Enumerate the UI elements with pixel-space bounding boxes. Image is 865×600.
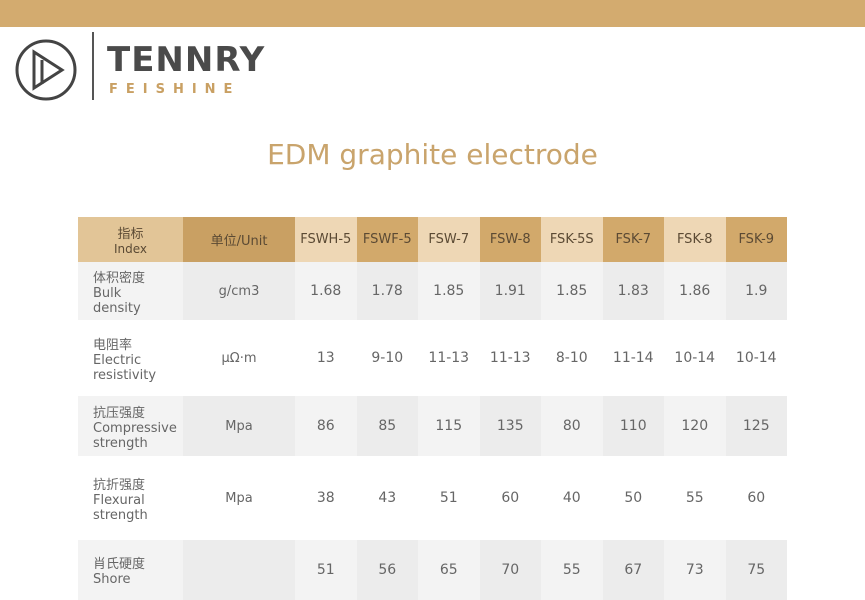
label-en: Bulk density xyxy=(93,285,141,316)
header-text: Index xyxy=(113,242,148,256)
label-zh: 电阻率 xyxy=(93,337,133,353)
value-cell: 38 xyxy=(295,458,357,538)
header-cell: 单位/Unit xyxy=(183,217,295,262)
header-text: FSW-8 xyxy=(489,232,531,247)
value-cell: 65 xyxy=(418,540,480,600)
header-cell: FSK-9 xyxy=(725,217,787,262)
value-cell: 125 xyxy=(725,396,787,456)
value-cell: 73 xyxy=(664,540,726,600)
header-cell: FSK-7 xyxy=(602,217,664,262)
value-cell: 110 xyxy=(602,396,664,456)
value-cell: 9-10 xyxy=(356,322,418,394)
spec-table: 指标 Index 单位/Unit FSWH-5 FSWF-5 FSW-7 FSW-8 FSK-… xyxy=(78,217,787,600)
label-zh: 体积密度 xyxy=(93,270,146,286)
value-cell: 10-14 xyxy=(664,322,726,394)
header-cell: FSWH-5 xyxy=(295,217,357,262)
value-cell: 1.86 xyxy=(664,262,726,320)
header-text: FSK-8 xyxy=(676,232,713,247)
value-cell: 70 xyxy=(479,540,541,600)
value-cell: 1.85 xyxy=(541,262,603,320)
header-text: FSK-5S xyxy=(549,232,594,247)
row-label: 抗折强度 Flexural strength xyxy=(78,458,183,538)
row-label: 抗压强度 Compressive strength xyxy=(78,396,183,456)
header-cell: FSW-7 xyxy=(418,217,480,262)
value-cell: 80 xyxy=(541,396,603,456)
brand-sub: FEISHINE xyxy=(109,82,241,97)
unit-cell: Mpa xyxy=(183,458,295,538)
value-cell: 1.85 xyxy=(418,262,480,320)
label-en: Electric resistivity xyxy=(93,352,157,383)
header-text: 单位/Unit xyxy=(210,234,268,249)
value-cell: 55 xyxy=(664,458,726,538)
row-label: 体积密度 Bulk density xyxy=(78,262,183,320)
value-cell: 43 xyxy=(356,458,418,538)
label-en: Flexural strength xyxy=(93,492,148,523)
label-zh: 抗折强度 xyxy=(93,477,146,493)
value-cell: 51 xyxy=(418,458,480,538)
header-cell: FSK-5S xyxy=(541,217,603,262)
value-cell: 1.68 xyxy=(295,262,357,320)
value-cell: 11-14 xyxy=(602,322,664,394)
value-cell: 8-10 xyxy=(541,322,603,394)
value-cell: 56 xyxy=(356,540,418,600)
header-text: FSW-7 xyxy=(428,232,470,247)
title: EDM graphite electrode xyxy=(267,138,598,171)
header-text: 指标 xyxy=(117,227,144,242)
header-cell: FSK-8 xyxy=(664,217,726,262)
value-cell: 1.9 xyxy=(725,262,787,320)
value-cell: 85 xyxy=(356,396,418,456)
value-cell: 1.91 xyxy=(479,262,541,320)
header-text: FSK-9 xyxy=(738,232,775,247)
value-cell: 86 xyxy=(295,396,357,456)
table-row: 电阻率 Electric resistivity μΩ·m 13 9-10 11-13 11… xyxy=(78,322,787,394)
table-row: 肖氏硬度 Shore 51 56 65 70 55 67 73 75 xyxy=(78,540,787,600)
top-bar xyxy=(0,0,865,27)
value-cell: 115 xyxy=(418,396,480,456)
header-cell: FSW-8 xyxy=(479,217,541,262)
divider xyxy=(92,32,94,100)
label-zh: 肖氏硬度 xyxy=(93,557,146,572)
brand-name: TENNRY xyxy=(107,40,266,80)
header-text: FSK-7 xyxy=(615,232,652,247)
label-en: Shore xyxy=(93,572,131,587)
header-cell: 指标 Index xyxy=(78,217,183,262)
unit-cell xyxy=(183,540,295,600)
value-cell: 75 xyxy=(725,540,787,600)
unit-cell: Mpa xyxy=(183,396,295,456)
value-cell: 135 xyxy=(479,396,541,456)
table-row: 抗折强度 Flexural strength Mpa 38 43 51 60 40 50 55 60 xyxy=(78,458,787,538)
table-row: 抗压强度 Compressive strength Mpa 86 85 115 135 80 1… xyxy=(78,396,787,456)
value-cell: 10-14 xyxy=(725,322,787,394)
header-text: FSWF-5 xyxy=(362,232,412,247)
row-label: 电阻率 Electric resistivity xyxy=(78,322,183,394)
value-cell: 13 xyxy=(295,322,357,394)
unit-cell: μΩ·m xyxy=(183,322,295,394)
value-cell: 50 xyxy=(602,458,664,538)
value-cell: 1.78 xyxy=(356,262,418,320)
unit-cell: g/cm3 xyxy=(183,262,295,320)
logo-icon xyxy=(15,39,77,101)
value-cell: 40 xyxy=(541,458,603,538)
value-cell: 60 xyxy=(725,458,787,538)
value-cell: 60 xyxy=(479,458,541,538)
value-cell: 1.83 xyxy=(602,262,664,320)
value-cell: 51 xyxy=(295,540,357,600)
row-label: 肖氏硬度 Shore xyxy=(78,540,183,600)
header-cell: FSWF-5 xyxy=(356,217,418,262)
label-zh: 抗压强度 xyxy=(93,405,146,421)
value-cell: 120 xyxy=(664,396,726,456)
label-en: Compressive strength xyxy=(93,420,177,451)
header-text: FSWH-5 xyxy=(300,232,352,247)
value-cell: 67 xyxy=(602,540,664,600)
value-cell: 55 xyxy=(541,540,603,600)
value-cell: 11-13 xyxy=(479,322,541,394)
value-cell: 11-13 xyxy=(418,322,480,394)
table-row: 体积密度 Bulk density g/cm3 1.68 1.78 1.85 1.91 1.8… xyxy=(78,262,787,320)
